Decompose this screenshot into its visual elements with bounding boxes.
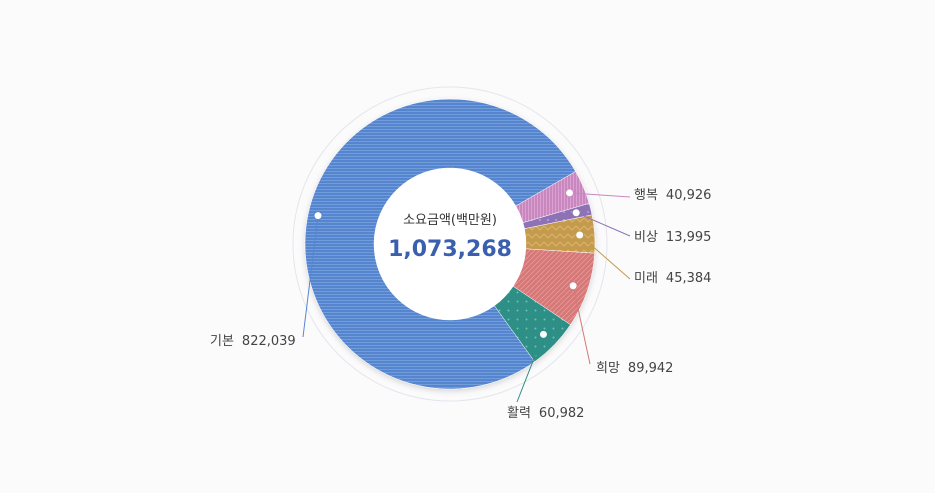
slice-value-2: 13,995 <box>666 230 712 245</box>
leader-lines <box>302 188 631 403</box>
marker-dot-2 <box>571 208 581 218</box>
donut-hole <box>374 168 526 320</box>
marker-dot-4 <box>568 281 578 291</box>
slice-label-2: 비상 13,995 <box>634 230 711 245</box>
marker-dot-1 <box>565 188 575 198</box>
leader-line-1 <box>569 192 631 198</box>
leader-line-3 <box>579 234 631 280</box>
slice-name-0: 기본 <box>210 334 234 349</box>
slice-name-3: 미래 <box>634 271 658 286</box>
leader-line-5 <box>516 334 544 403</box>
donut-slices <box>304 98 596 390</box>
slice-value-4: 89,942 <box>628 361 674 376</box>
slice-name-1: 행복 <box>634 187 658 203</box>
slice-name-2: 비상 <box>634 230 658 245</box>
marker-dot-5 <box>538 329 548 339</box>
slice-label-0: 기본 822,039 <box>210 334 296 349</box>
leader-line-0 <box>302 215 319 338</box>
slice-value-1: 40,926 <box>666 188 712 203</box>
marker-dot-3 <box>575 230 585 240</box>
outer-ring <box>292 86 608 402</box>
slice-value-0: 822,039 <box>242 334 296 349</box>
leader-line-2 <box>575 212 631 237</box>
marker-dot-0 <box>313 211 323 221</box>
slice-label-5: 활력 60,982 <box>507 406 584 421</box>
slice-name-5: 활력 <box>507 406 531 421</box>
leader-line-4 <box>572 285 591 365</box>
slice-labels: 기본 822,039 행복 40,926 비상 13,995 미래 45,384 희망 89,94… <box>210 187 711 421</box>
slice-value-5: 60,982 <box>539 406 585 421</box>
slice-label-3: 미래 45,384 <box>634 271 711 286</box>
slice-name-4: 희망 <box>596 361 620 376</box>
slice-value-3: 45,384 <box>666 271 712 286</box>
center-title: 소요금액(백만원) <box>403 213 497 228</box>
center-value: 1,073,268 <box>388 237 512 262</box>
slice-label-1: 행복 40,926 <box>634 187 711 203</box>
slice-label-4: 희망 89,942 <box>596 361 673 376</box>
